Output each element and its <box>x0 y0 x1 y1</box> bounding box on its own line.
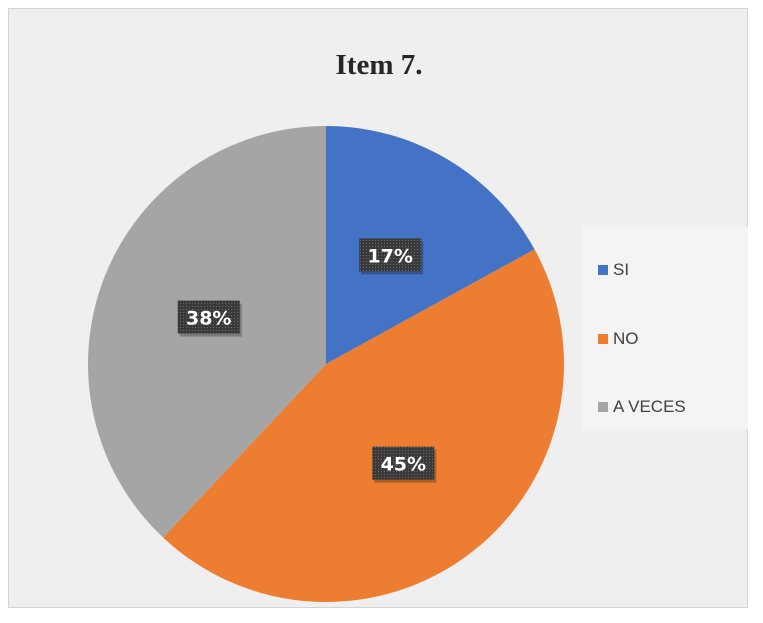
chart-legend: SI NO A VECES <box>582 227 748 429</box>
legend-item-si: SI <box>598 260 629 280</box>
legend-item-no: NO <box>598 329 639 349</box>
data-label-a-veces: 38% <box>177 300 242 337</box>
svg-text:17%: 17% <box>367 245 412 267</box>
pie-slice-no <box>163 249 564 602</box>
legend-label: SI <box>613 260 630 279</box>
svg-text:45%: 45% <box>381 454 426 476</box>
chart-area: Item 7. 17% 45% 38% SI NO A VECES <box>8 8 748 608</box>
data-label-no: 45% <box>372 446 437 483</box>
legend-item-a-veces: A VECES <box>598 397 686 417</box>
svg-text:38%: 38% <box>186 308 231 330</box>
pie-slice-si <box>326 126 535 364</box>
data-label-si: 17% <box>359 238 424 275</box>
legend-label: A VECES <box>613 397 686 416</box>
pie-chart: 17% 45% 38% <box>88 126 564 602</box>
legend-swatch <box>598 402 608 412</box>
legend-swatch <box>598 334 608 344</box>
legend-label: NO <box>613 329 639 348</box>
chart-title: Item 7. <box>335 49 423 81</box>
legend-swatch <box>598 265 608 275</box>
